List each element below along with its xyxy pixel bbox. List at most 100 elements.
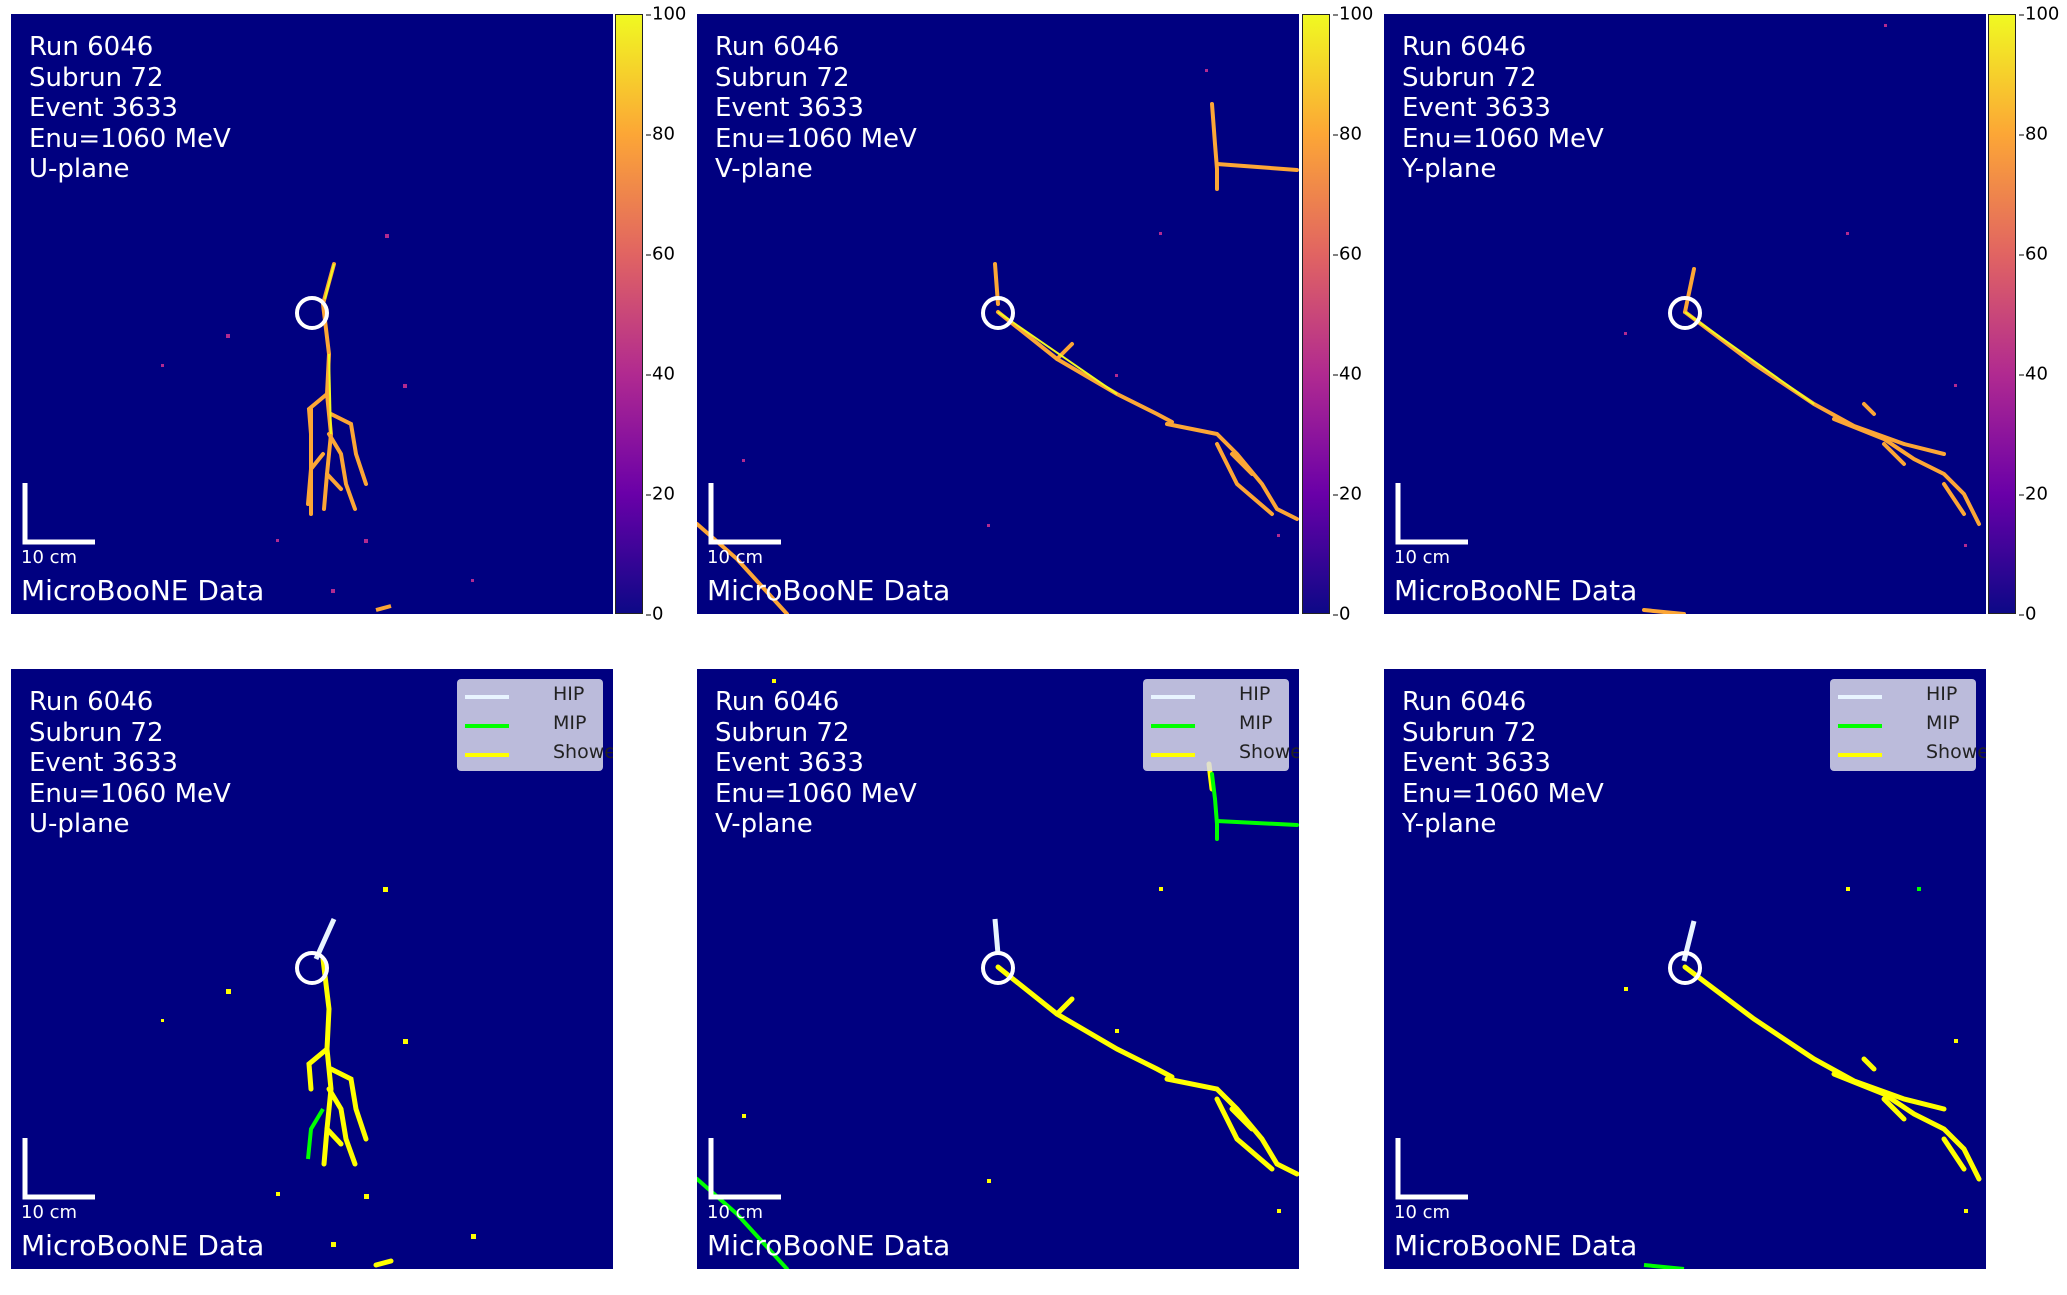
- colorbar-tick: 60: [646, 243, 675, 265]
- energy-label: Enu=1060 MeV: [715, 778, 917, 809]
- legend-swatch: [1838, 724, 1882, 728]
- scale-label: 10 cm: [707, 547, 764, 568]
- legend-label: HIP: [1926, 683, 1958, 705]
- data-label: MicroBooNE Data: [1394, 574, 1638, 607]
- event-label: Event 3633: [1402, 93, 1551, 123]
- scale-bar: [708, 1138, 781, 1200]
- data-label: MicroBooNE Data: [707, 1229, 951, 1262]
- vertex-marker: [1668, 296, 1702, 330]
- legend-item-shower: Shower: [1151, 741, 1299, 767]
- plane-label: U-plane: [29, 154, 130, 184]
- event-label: Event 3633: [29, 748, 178, 778]
- data-label: MicroBooNE Data: [1394, 1229, 1638, 1262]
- u-plane-charge-tracks: [161, 234, 474, 612]
- plane-label: V-plane: [715, 809, 813, 839]
- legend-item-shower: Shower: [1838, 741, 1986, 767]
- y-plane-segmentation-tracks: [1624, 887, 1982, 1269]
- legend-swatch: [1838, 695, 1882, 699]
- event-info: Run 6046 Subrun 72 Event 3633 Enu=1060 M…: [29, 687, 231, 840]
- colorbar-tick: 100: [645, 3, 687, 25]
- legend: HIP MIP Shower: [1143, 679, 1299, 771]
- colorbar-tick: 0: [1332, 603, 1351, 625]
- legend: HIP MIP Shower: [457, 679, 613, 771]
- colorbar-ticks-u-plane: 100 80 60 40 20 0: [645, 4, 712, 625]
- subrun-label: Subrun 72: [1402, 717, 1537, 748]
- legend-label: MIP: [1239, 712, 1273, 734]
- data-label: MicroBooNE Data: [21, 574, 265, 607]
- plane-label: Y-plane: [1402, 809, 1497, 839]
- colorbar-tick: 60: [2019, 243, 2048, 265]
- data-label: MicroBooNE Data: [707, 574, 951, 607]
- scale-label: 10 cm: [1394, 1202, 1451, 1223]
- scale-label: 10 cm: [21, 547, 78, 568]
- legend-item-hip: HIP: [465, 683, 595, 709]
- legend-item-hip: HIP: [1838, 683, 1968, 709]
- legend-label: MIP: [553, 712, 587, 734]
- legend-swatch: [1838, 753, 1882, 757]
- colorbar-tick: 80: [2019, 123, 2048, 145]
- scale-bar: [22, 483, 95, 545]
- event-info: Run 6046 Subrun 72 Event 3633 Enu=1060 M…: [29, 32, 231, 185]
- subrun-label: Subrun 72: [1402, 62, 1537, 93]
- run-label: Run 6046: [1402, 32, 1527, 62]
- y-plane-charge-tracks: [1624, 24, 1981, 614]
- run-label: Run 6046: [715, 687, 840, 717]
- colorbar-y-plane: [1988, 14, 2016, 614]
- charge-image-v-plane: Run 6046 Subrun 72 Event 3633 Enu=1060 M…: [697, 14, 1299, 614]
- event-info: Run 6046 Subrun 72 Event 3633 Enu=1060 M…: [715, 32, 917, 185]
- legend-item-mip: MIP: [1151, 712, 1281, 738]
- colorbar-ticks-v-plane: 100 80 60 40 20 0: [1332, 4, 1399, 625]
- event-label: Event 3633: [29, 93, 178, 123]
- colorbar-tick: 20: [646, 483, 675, 505]
- colorbar-u-plane: [615, 14, 643, 614]
- legend-item-hip: HIP: [1151, 683, 1281, 709]
- event-info: Run 6046 Subrun 72 Event 3633 Enu=1060 M…: [1402, 32, 1604, 185]
- scale-label: 10 cm: [707, 1202, 764, 1223]
- subrun-label: Subrun 72: [29, 62, 164, 93]
- segmentation-image-u-plane: Run 6046 Subrun 72 Event 3633 Enu=1060 M…: [11, 669, 613, 1269]
- run-label: Run 6046: [29, 687, 154, 717]
- colorbar-tick: 100: [1332, 3, 1374, 25]
- energy-label: Enu=1060 MeV: [1402, 123, 1604, 154]
- u-plane-segmentation-tracks: [161, 887, 476, 1268]
- subrun-label: Subrun 72: [715, 62, 850, 93]
- colorbar-ticks-y-plane: 100 80 60 40 20 0: [2018, 4, 2067, 625]
- colorbar-tick: 20: [1333, 483, 1362, 505]
- event-label: Event 3633: [715, 93, 864, 123]
- data-label: MicroBooNE Data: [21, 1229, 265, 1262]
- scale-bar: [1395, 1138, 1468, 1200]
- segmentation-image-v-plane: Run 6046 Subrun 72 Event 3633 Enu=1060 M…: [697, 669, 1299, 1269]
- colorbar-tick: 80: [646, 123, 675, 145]
- subrun-label: Subrun 72: [715, 717, 850, 748]
- legend-label: Shower: [1239, 741, 1299, 763]
- legend: HIP MIP Shower: [1830, 679, 1986, 771]
- energy-label: Enu=1060 MeV: [715, 123, 917, 154]
- energy-label: Enu=1060 MeV: [29, 123, 231, 154]
- scale-bar: [708, 483, 781, 545]
- legend-label: HIP: [1239, 683, 1271, 705]
- legend-swatch: [465, 724, 509, 728]
- legend-swatch: [1151, 695, 1195, 699]
- legend-label: Shower: [553, 741, 613, 763]
- event-label: Event 3633: [1402, 748, 1551, 778]
- segmentation-image-y-plane: Run 6046 Subrun 72 Event 3633 Enu=1060 M…: [1384, 669, 1986, 1269]
- run-label: Run 6046: [29, 32, 154, 62]
- vertex-marker: [295, 296, 329, 330]
- legend-item-shower: Shower: [465, 741, 613, 767]
- legend-swatch: [1151, 753, 1195, 757]
- vertex-marker: [1668, 951, 1702, 985]
- charge-image-y-plane: Run 6046 Subrun 72 Event 3633 Enu=1060 M…: [1384, 14, 1986, 614]
- colorbar-tick: 0: [645, 603, 664, 625]
- legend-swatch: [465, 695, 509, 699]
- vertex-marker: [981, 296, 1015, 330]
- legend-label: HIP: [553, 683, 585, 705]
- scale-label: 10 cm: [21, 1202, 78, 1223]
- scale-bar: [22, 1138, 95, 1200]
- legend-swatch: [465, 753, 509, 757]
- energy-label: Enu=1060 MeV: [1402, 778, 1604, 809]
- v-plane-charge-tracks: [697, 69, 1299, 614]
- plane-label: V-plane: [715, 154, 813, 184]
- legend-label: Shower: [1926, 741, 1986, 763]
- legend-item-mip: MIP: [465, 712, 595, 738]
- run-label: Run 6046: [1402, 687, 1527, 717]
